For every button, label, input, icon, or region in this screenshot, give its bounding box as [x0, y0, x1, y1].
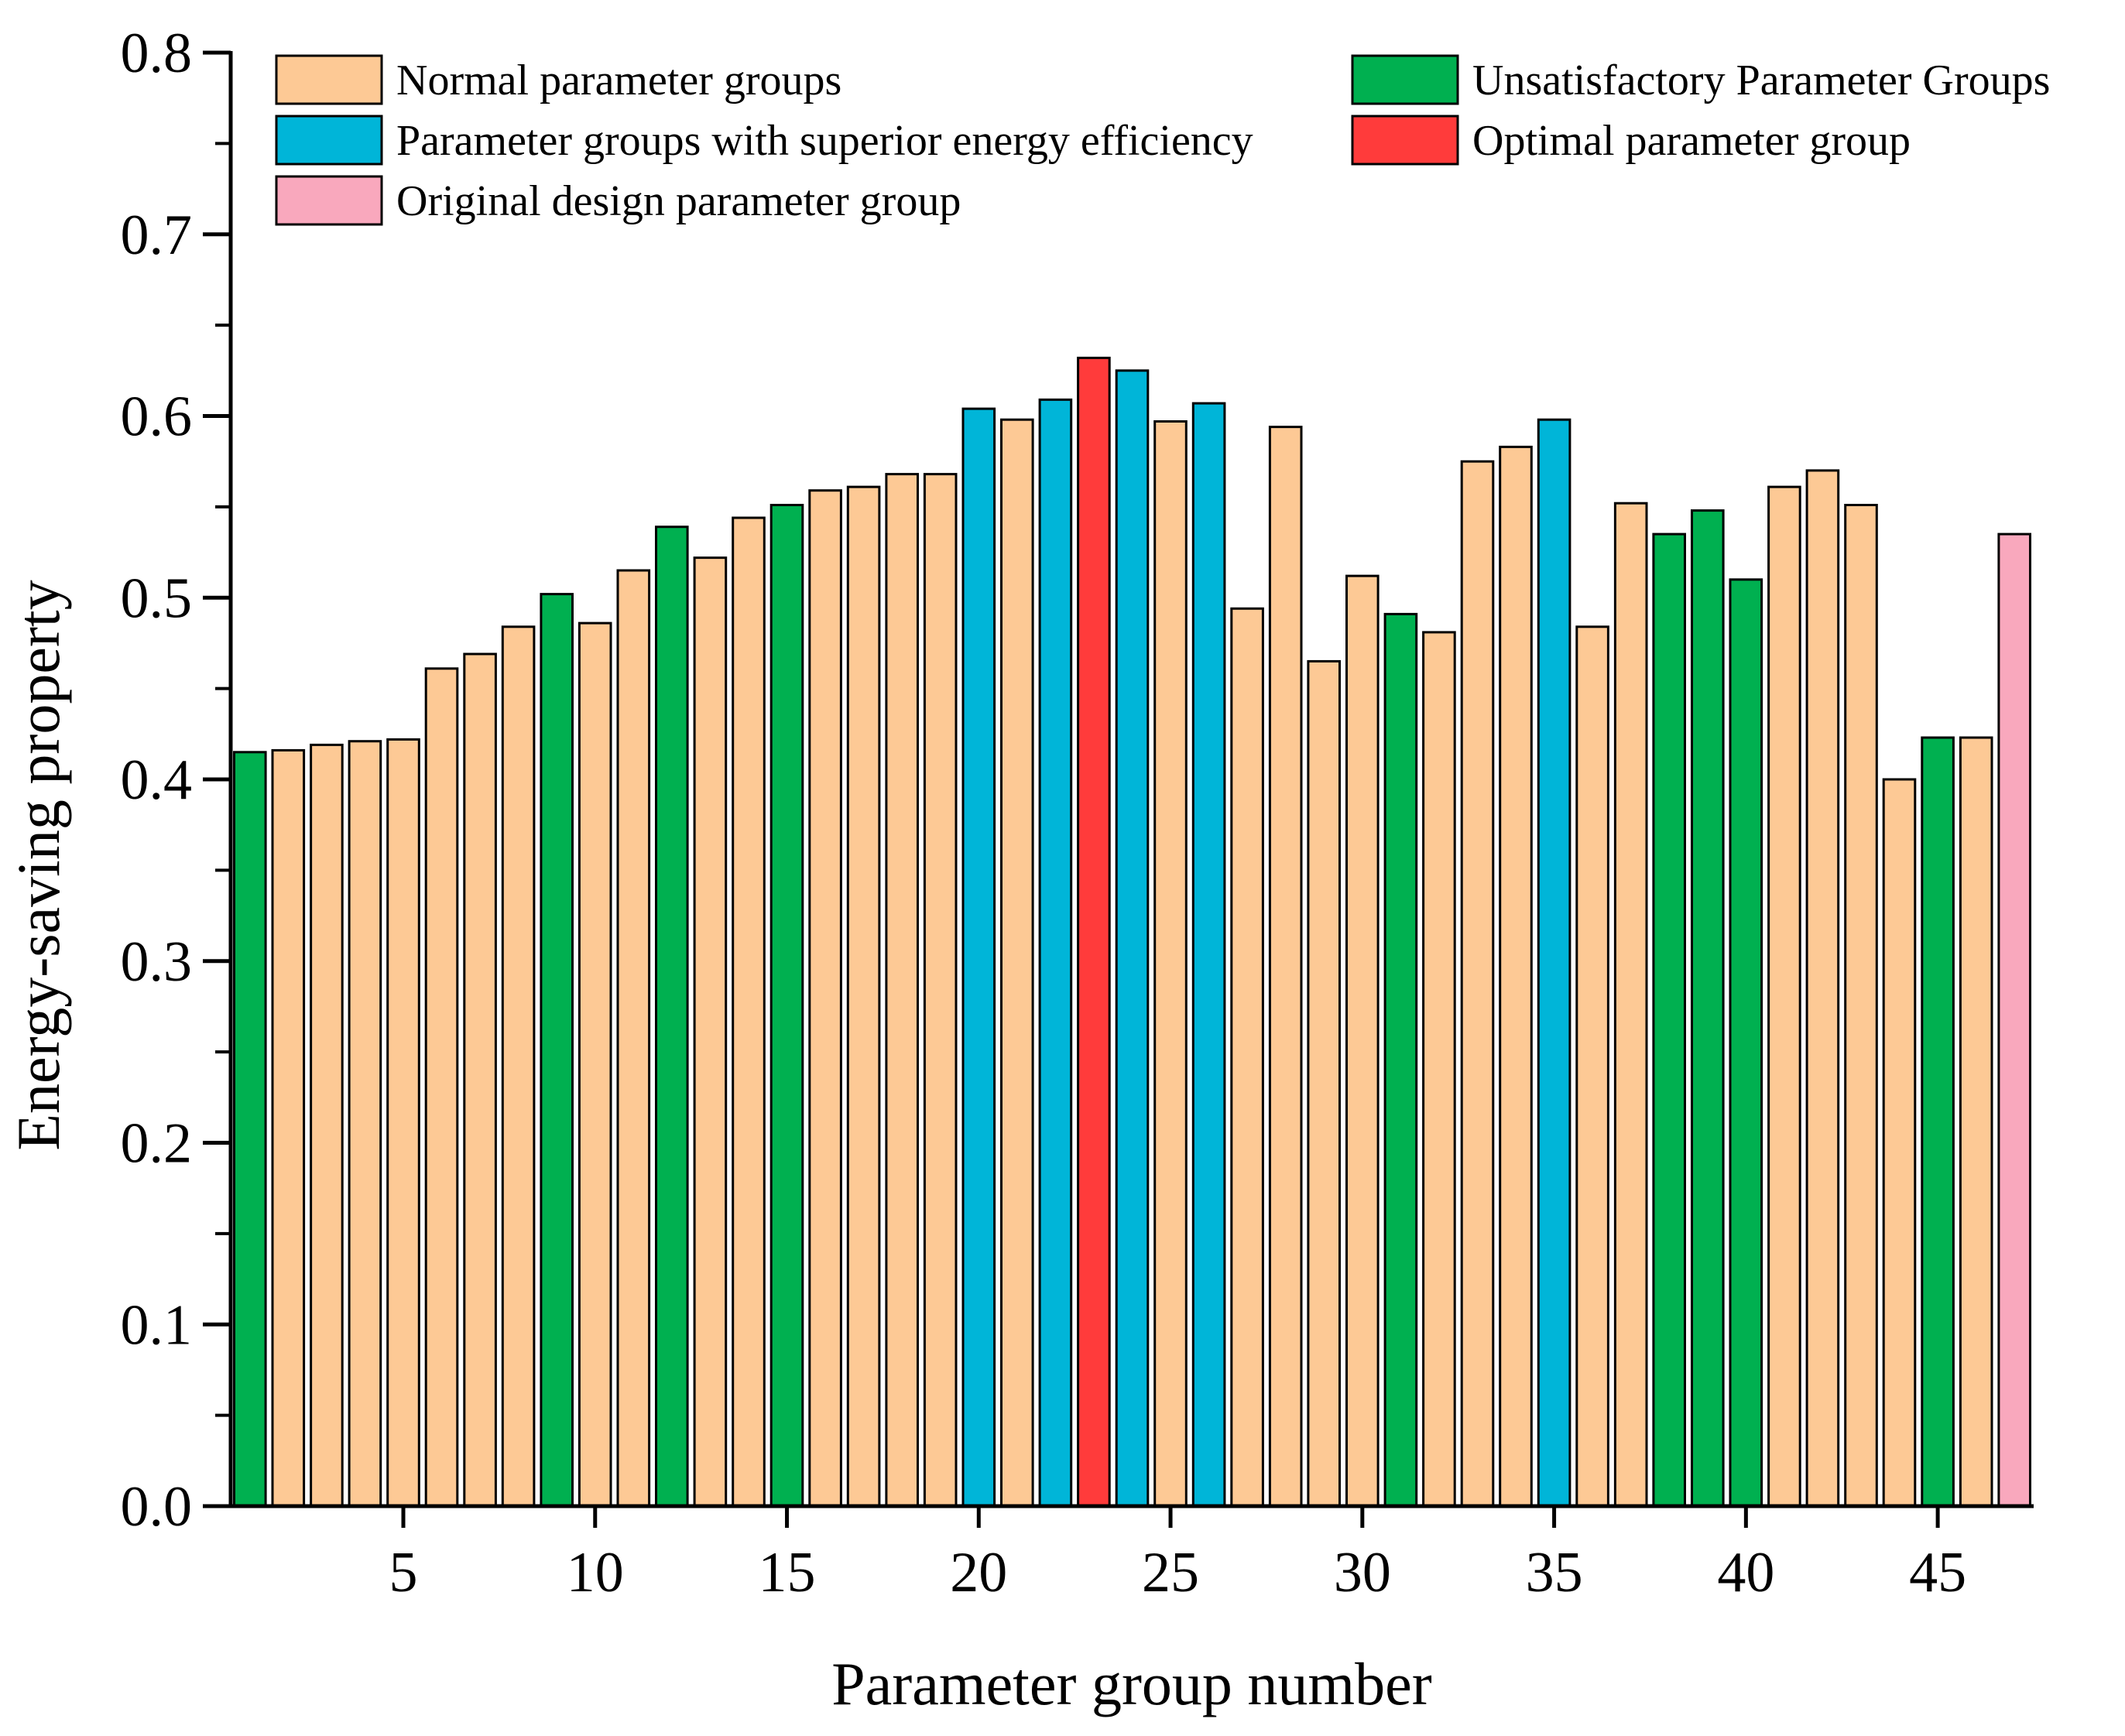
bar-29	[1308, 661, 1340, 1506]
bar-37	[1615, 503, 1647, 1506]
bar-30	[1347, 576, 1379, 1506]
y-tick-label: 0.1	[121, 1293, 193, 1357]
y-tick-label: 0.2	[121, 1112, 193, 1176]
bar-28	[1270, 427, 1301, 1506]
bar-16	[810, 491, 841, 1506]
bar-33	[1462, 461, 1493, 1506]
y-tick-label: 0.5	[121, 567, 193, 630]
y-tick-label: 0.7	[121, 204, 193, 267]
x-tick-label: 20	[950, 1541, 1007, 1604]
bar-19	[924, 474, 956, 1506]
bar-46	[1960, 738, 1992, 1506]
bar-25	[1155, 422, 1187, 1507]
bar-22	[1040, 399, 1071, 1506]
bar-1	[235, 752, 266, 1506]
bar-27	[1232, 608, 1263, 1506]
x-ticks: 5 10 15 20 25 30 35 40 45	[389, 1506, 1966, 1604]
bar-21	[1002, 419, 1033, 1506]
bar-36	[1577, 627, 1609, 1506]
y-tick-label: 0.0	[121, 1475, 193, 1539]
legend-label-normal: Normal parameter groups	[396, 56, 841, 104]
bar-14	[733, 518, 765, 1506]
legend-swatch-normal	[276, 56, 382, 104]
bar-26	[1193, 403, 1225, 1506]
bar-11	[618, 570, 649, 1506]
bar-42	[1807, 471, 1839, 1506]
y-tick-label: 0.3	[121, 930, 193, 994]
bar-24	[1116, 371, 1148, 1506]
legend: Normal parameter groups Unsatisfactory Pa…	[276, 56, 2050, 225]
legend-swatch-unsatisfactory	[1352, 56, 1458, 104]
bar-8	[502, 627, 534, 1506]
bars-layer	[235, 358, 2031, 1506]
bar-2	[272, 750, 304, 1506]
bar-20	[963, 409, 995, 1506]
bar-32	[1424, 632, 1455, 1506]
legend-label-original: Original design parameter group	[396, 177, 961, 225]
y-tick-label: 0.6	[121, 385, 193, 449]
bar-12	[656, 527, 688, 1506]
y-ticks: 0.0 0.1 0.2 0.3 0.4 0.5 0.6 0.7 0.8	[121, 22, 231, 1539]
bar-3	[311, 745, 343, 1506]
bar-31	[1385, 614, 1417, 1506]
bar-18	[886, 474, 918, 1506]
x-tick-label: 45	[1909, 1541, 1966, 1604]
chart-root: 0.0 0.1 0.2 0.3 0.4 0.5 0.6 0.7 0.8 5 10 15 20 25 30 3…	[0, 0, 2125, 1736]
x-tick-label: 25	[1142, 1541, 1199, 1604]
x-tick-label: 10	[567, 1541, 624, 1604]
x-tick-label: 40	[1717, 1541, 1774, 1604]
bar-38	[1654, 534, 1685, 1506]
legend-swatch-superior	[276, 116, 382, 164]
bar-41	[1769, 487, 1801, 1506]
bar-23	[1078, 358, 1110, 1506]
bar-13	[694, 558, 726, 1506]
x-axis-title: Parameter group number	[831, 1650, 1431, 1717]
x-tick-label: 5	[389, 1541, 417, 1604]
bar-6	[426, 669, 458, 1506]
bar-17	[848, 487, 879, 1506]
legend-swatch-original	[276, 176, 382, 224]
bar-45	[1922, 738, 1954, 1506]
x-tick-label: 35	[1526, 1541, 1583, 1604]
bar-4	[349, 741, 381, 1506]
bar-34	[1500, 447, 1532, 1506]
legend-swatch-optimal	[1352, 116, 1458, 164]
bar-5	[388, 739, 420, 1506]
legend-label-optimal: Optimal parameter group	[1472, 117, 1911, 165]
bar-39	[1692, 511, 1724, 1506]
bar-10	[579, 623, 611, 1506]
y-axis-title: Energy-saving property	[5, 580, 72, 1150]
bar-35	[1538, 419, 1570, 1506]
legend-label-superior: Parameter groups with superior energy ef…	[396, 117, 1253, 165]
y-tick-label: 0.4	[121, 748, 193, 812]
bar-47	[1999, 534, 2031, 1506]
x-tick-label: 15	[759, 1541, 816, 1604]
bar-15	[771, 505, 803, 1507]
x-tick-label: 30	[1334, 1541, 1391, 1604]
bar-chart: 0.0 0.1 0.2 0.3 0.4 0.5 0.6 0.7 0.8 5 10 15 20 25 30 3…	[0, 0, 2125, 1736]
bar-9	[541, 594, 573, 1506]
bar-40	[1730, 580, 1762, 1506]
bar-7	[464, 654, 496, 1506]
y-tick-label: 0.8	[121, 22, 193, 85]
bar-44	[1883, 779, 1915, 1506]
legend-label-unsatisfactory: Unsatisfactory Parameter Groups	[1472, 56, 2050, 104]
bar-43	[1846, 505, 1877, 1507]
